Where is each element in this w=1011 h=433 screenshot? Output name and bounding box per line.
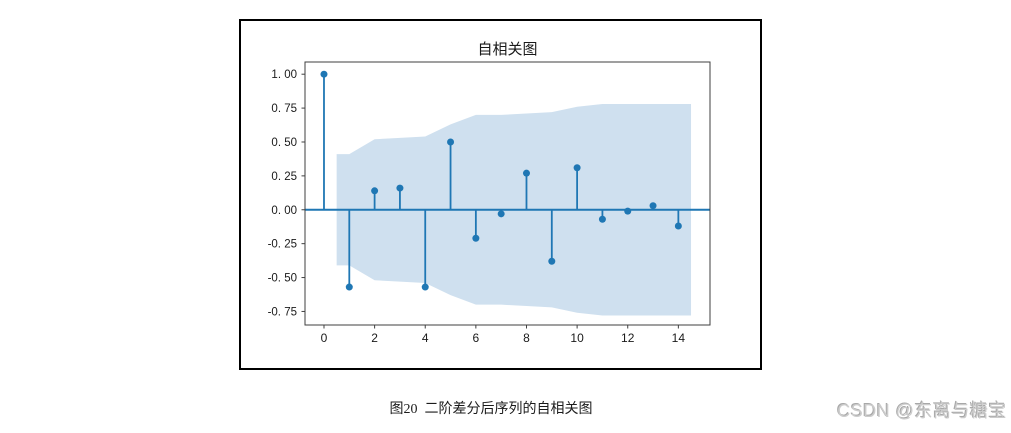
- marker-lag-6: [472, 234, 480, 242]
- x-tick-label: 4: [422, 331, 429, 345]
- axes-spines: [304, 61, 711, 326]
- y-tick-label: 0. 50: [271, 137, 297, 149]
- marker-lag-5: [447, 138, 455, 146]
- y-tick-label: -0. 50: [268, 273, 297, 285]
- x-tick-label: 8: [523, 331, 530, 345]
- marker-lag-12: [624, 207, 632, 215]
- marker-lag-9: [548, 257, 556, 265]
- marker-lag-2: [371, 187, 379, 195]
- y-tick-label: 0. 75: [271, 103, 297, 115]
- acf-chart: 0 2 4 6 8 10 12 14 1. 00 0. 75 0. 50 0. 25 0. 00 -0. …: [268, 41, 711, 345]
- marker-lag-0: [320, 70, 328, 78]
- marker-lag-11: [598, 215, 606, 223]
- x-tick-label: 0: [321, 331, 328, 345]
- marker-lag-14: [674, 222, 682, 230]
- y-tick-label: 0. 00: [271, 205, 297, 217]
- marker-lag-13: [649, 202, 657, 210]
- y-tick-label: 1. 00: [271, 69, 297, 81]
- chart-title: 自相关图: [477, 41, 537, 58]
- y-tick-label: -0. 75: [268, 306, 297, 318]
- y-tick-label: 0. 25: [271, 171, 297, 183]
- x-tick-label: 2: [371, 331, 378, 345]
- y-tick-label: -0. 25: [268, 239, 297, 251]
- x-tick-label: 12: [621, 331, 635, 345]
- marker-lag-8: [522, 169, 530, 177]
- figure-caption: 图20 二阶差分后序列的自相关图: [389, 402, 593, 417]
- x-tick-label: 6: [473, 331, 480, 345]
- marker-lag-7: [497, 210, 505, 218]
- acf-figure-frame: 0 2 4 6 8 10 12 14 1. 00 0. 75 0. 50 0. 25 0. 00 -0. …: [239, 19, 762, 370]
- marker-lag-1: [345, 283, 353, 291]
- x-tick-label: 10: [570, 331, 584, 345]
- marker-lag-4: [421, 283, 429, 291]
- marker-lag-3: [396, 184, 404, 192]
- x-tick-label: 14: [672, 331, 686, 345]
- marker-lag-10: [573, 164, 581, 172]
- csdn-watermark: CSDN @东离与糖宝: [837, 401, 1007, 421]
